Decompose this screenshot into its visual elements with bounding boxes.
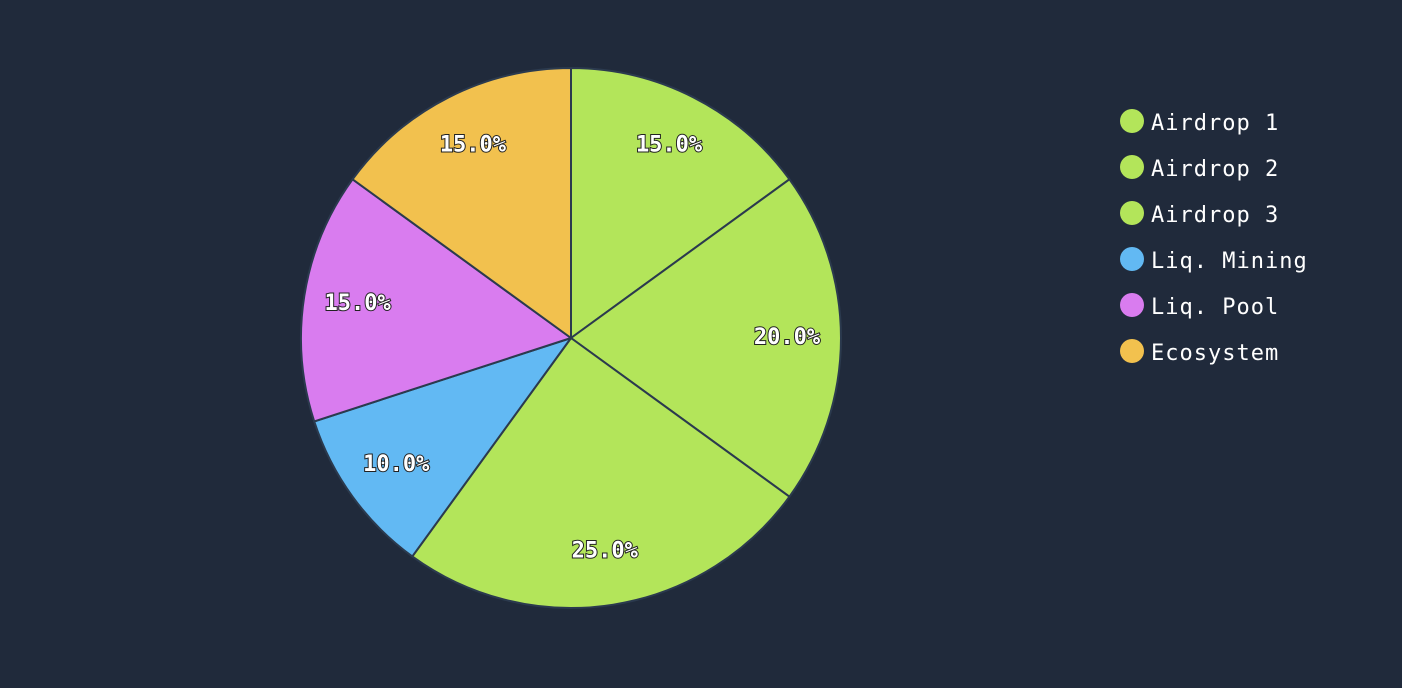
legend-label: Airdrop 3 [1151,203,1279,228]
legend-swatch [1120,109,1144,133]
pie-slice [570,66,791,340]
value-label: 20.0% [754,325,821,350]
legend-label: Airdrop 1 [1151,111,1279,136]
legend-swatch [1120,155,1144,179]
legend-swatch [1120,201,1144,225]
legend-swatch [1120,293,1144,317]
legend-swatch [1120,247,1144,271]
legend-label: Airdrop 2 [1151,157,1279,182]
pie-slice [410,336,791,609]
pie-slice [300,177,574,423]
pie-slice [312,336,574,558]
legend-label: Liq. Pool [1151,295,1279,320]
pie-slice [569,177,842,499]
pie-slice [351,66,572,340]
legend-label: Ecosystem [1151,341,1279,366]
value-label: 15.0% [440,133,507,158]
value-label: 25.0% [572,538,639,563]
value-label: 10.0% [363,452,430,477]
value-label: 15.0% [636,133,703,158]
legend-label: Liq. Mining [1151,249,1308,274]
value-label: 15.0% [325,291,392,316]
legend-swatch [1120,339,1144,363]
